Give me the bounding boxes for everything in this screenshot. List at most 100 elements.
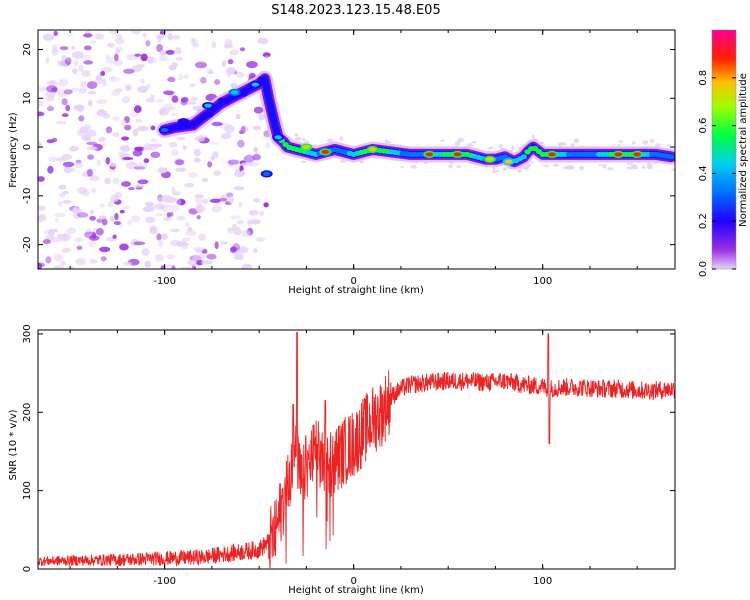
noise-blob bbox=[98, 215, 107, 219]
noise-blob bbox=[208, 71, 214, 75]
noise-blob bbox=[65, 104, 71, 112]
noise-blob bbox=[142, 33, 147, 38]
noise-blob bbox=[410, 164, 417, 169]
noise-blob bbox=[109, 75, 116, 80]
noise-blob bbox=[167, 106, 177, 111]
ridge-core bbox=[206, 111, 214, 118]
noise-blob bbox=[149, 226, 158, 235]
noise-blob bbox=[226, 131, 232, 136]
noise-blob bbox=[153, 203, 165, 210]
noise-blob bbox=[598, 164, 604, 167]
noise-blob bbox=[140, 53, 148, 62]
noise-blob bbox=[155, 254, 164, 262]
noise-blob bbox=[192, 246, 205, 252]
noise-blob bbox=[137, 85, 149, 93]
noise-blob bbox=[256, 237, 266, 242]
noise-blob bbox=[60, 260, 66, 266]
noise-blob bbox=[86, 141, 98, 146]
noise-blob bbox=[185, 222, 190, 227]
noise-blob bbox=[132, 129, 139, 137]
noise-blob bbox=[96, 109, 107, 117]
noise-blob bbox=[196, 204, 203, 208]
noise-blob bbox=[196, 206, 204, 214]
noise-blob bbox=[224, 39, 233, 47]
noise-blob bbox=[115, 49, 121, 54]
noise-blob bbox=[112, 177, 120, 185]
noise-blob bbox=[104, 177, 112, 185]
colorbar-tick-label: 0.6 bbox=[698, 118, 709, 134]
noise-blob bbox=[631, 164, 638, 168]
noise-blob bbox=[89, 175, 100, 182]
noise-blob bbox=[253, 248, 258, 253]
noise-blob bbox=[87, 154, 95, 160]
noise-blob bbox=[70, 87, 80, 92]
noise-blob bbox=[38, 141, 43, 148]
noise-blob bbox=[239, 47, 246, 52]
noise-blob bbox=[135, 119, 143, 123]
noise-blob bbox=[232, 223, 237, 231]
noise-blob bbox=[119, 145, 131, 152]
noise-blob bbox=[57, 78, 69, 87]
noise-blob bbox=[119, 209, 125, 214]
noise-blob bbox=[170, 112, 179, 117]
hotspot-core bbox=[321, 149, 330, 154]
noise-blob bbox=[80, 81, 87, 88]
noise-blob bbox=[196, 215, 201, 220]
noise-blob bbox=[168, 205, 181, 212]
noise-blob bbox=[38, 100, 45, 107]
noise-blob bbox=[174, 47, 182, 55]
noise-blob bbox=[201, 260, 213, 265]
noise-blob bbox=[74, 104, 85, 112]
noise-blob bbox=[141, 248, 150, 257]
noise-blob bbox=[233, 185, 245, 191]
y-tick-label: -20 bbox=[22, 236, 33, 252]
noise-blob bbox=[187, 226, 193, 233]
noise-blob bbox=[100, 256, 107, 262]
noise-blob bbox=[246, 61, 258, 69]
noise-blob bbox=[81, 70, 91, 77]
noise-blob bbox=[101, 78, 107, 87]
noise-blob bbox=[160, 265, 165, 269]
noise-blob bbox=[163, 90, 175, 96]
noise-blob bbox=[209, 198, 221, 203]
hotspot-core bbox=[274, 135, 282, 140]
noise-blob bbox=[253, 198, 261, 203]
noise-blob bbox=[79, 126, 89, 134]
noise-blob bbox=[236, 71, 245, 78]
noise-blob bbox=[133, 241, 146, 246]
noise-blob bbox=[78, 87, 88, 94]
noise-blob bbox=[51, 47, 59, 56]
noise-blob bbox=[240, 162, 253, 166]
noise-blob bbox=[182, 237, 191, 242]
noise-blob bbox=[48, 157, 60, 162]
noise-blob bbox=[241, 263, 253, 269]
noise-blob bbox=[120, 119, 127, 127]
noise-blob bbox=[195, 196, 204, 204]
hotspot-core bbox=[251, 82, 260, 87]
noise-blob bbox=[180, 98, 188, 106]
noise-blob bbox=[169, 239, 181, 247]
noise-blob bbox=[573, 138, 580, 144]
noise-blob bbox=[607, 167, 614, 171]
noise-blob bbox=[105, 157, 111, 165]
snr-x-ticks: -100 0 100 bbox=[69, 330, 638, 587]
noise-blob bbox=[107, 42, 115, 48]
colorbar-tick-label: 0.0 bbox=[698, 261, 709, 277]
noise-blob bbox=[53, 30, 58, 37]
noise-blob bbox=[146, 84, 152, 89]
noise-blob bbox=[240, 170, 245, 177]
colorbar-tick-label: 0.2 bbox=[698, 213, 709, 229]
noise-blob bbox=[125, 84, 132, 92]
noise-blob bbox=[51, 137, 58, 143]
ridge-core bbox=[200, 113, 208, 120]
noise-blob bbox=[121, 136, 130, 141]
noise-blob bbox=[61, 233, 72, 241]
noise-blob bbox=[127, 219, 133, 226]
noise-blob bbox=[47, 165, 54, 174]
x-tick-label: 0 bbox=[350, 276, 356, 287]
noise-blob bbox=[185, 266, 195, 269]
noise-blob bbox=[125, 161, 138, 170]
noise-blob bbox=[161, 233, 168, 240]
noise-blob bbox=[190, 37, 199, 46]
noise-blob bbox=[569, 165, 575, 170]
